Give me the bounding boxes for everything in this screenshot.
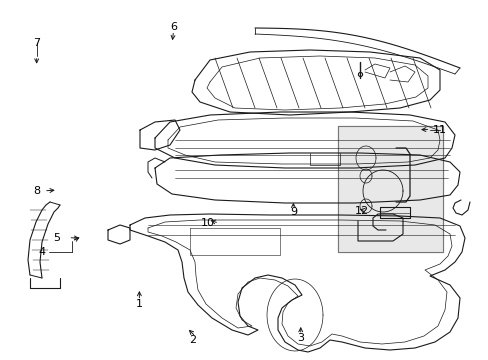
Text: 2: 2: [189, 335, 196, 345]
Text: 4: 4: [38, 247, 45, 257]
Text: 12: 12: [354, 206, 368, 216]
Text: 3: 3: [297, 333, 304, 343]
Text: 1: 1: [136, 299, 142, 309]
Text: 5: 5: [53, 233, 60, 243]
Bar: [337, 126, 442, 252]
Text: 10: 10: [201, 218, 214, 228]
Bar: [337, 126, 442, 252]
Text: 11: 11: [432, 125, 446, 135]
Text: 6: 6: [170, 22, 177, 32]
Text: 7: 7: [33, 38, 40, 48]
Text: 8: 8: [33, 186, 40, 196]
Text: 9: 9: [289, 207, 296, 217]
